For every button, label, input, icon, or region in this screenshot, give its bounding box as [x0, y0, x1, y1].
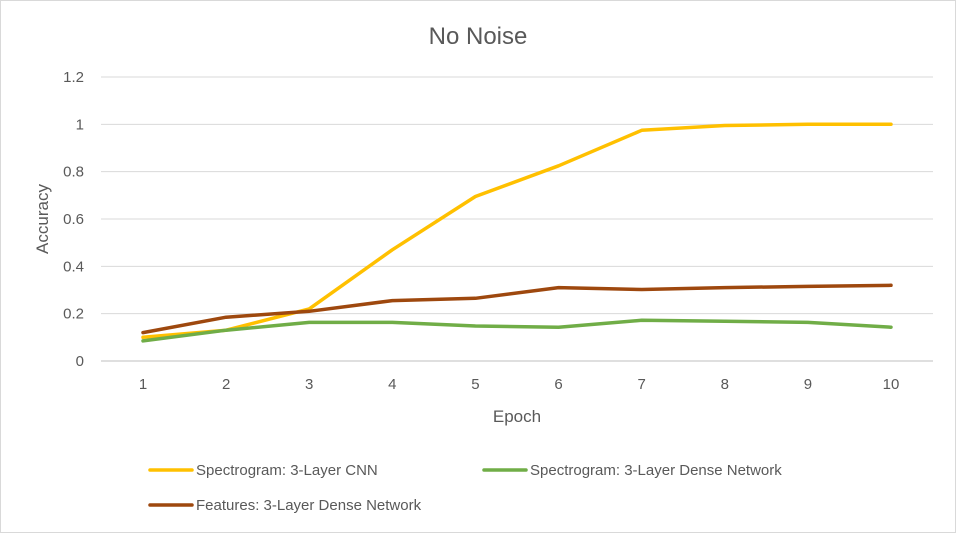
chart-title: No Noise — [429, 23, 528, 50]
y-axis: 0 0.2 0.4 0.6 0.8 1 1.2 — [63, 69, 84, 370]
x-tick-label: 5 — [471, 376, 479, 393]
y-tick-label: 0.8 — [63, 164, 84, 181]
x-axis-title: Epoch — [493, 407, 541, 426]
x-tick-label: 6 — [554, 376, 562, 393]
y-tick-label: 1 — [76, 116, 84, 133]
x-tick-label: 2 — [222, 376, 230, 393]
x-tick-label: 10 — [883, 376, 900, 393]
legend-item: Features: 3-Layer Dense Network — [148, 497, 422, 514]
y-tick-label: 0.2 — [63, 306, 84, 323]
legend-item: Spectrogram: 3-Layer Dense Network — [482, 462, 782, 479]
legend-label: Spectrogram: 3-Layer Dense Network — [530, 462, 782, 479]
legend-item: Spectrogram: 3-Layer CNN — [148, 462, 378, 479]
series-line-2 — [141, 318, 893, 343]
series-line-1 — [141, 122, 893, 340]
y-tick-label: 0.4 — [63, 258, 84, 275]
series-lines — [141, 122, 893, 343]
x-tick-label: 4 — [388, 376, 396, 393]
y-tick-label: 1.2 — [63, 69, 84, 86]
x-axis: 1 2 3 4 5 6 7 8 9 10 — [139, 376, 900, 393]
legend-label: Features: 3-Layer Dense Network — [196, 497, 422, 514]
x-tick-label: 7 — [637, 376, 645, 393]
x-tick-label: 1 — [139, 376, 147, 393]
series-line-3 — [141, 283, 893, 335]
legend-label: Spectrogram: 3-Layer CNN — [196, 462, 378, 479]
legend: Spectrogram: 3-Layer CNN Spectrogram: 3-L… — [148, 462, 782, 514]
x-tick-label: 8 — [721, 376, 729, 393]
x-tick-label: 9 — [804, 376, 812, 393]
y-tick-label: 0 — [76, 353, 84, 370]
y-tick-label: 0.6 — [63, 211, 84, 228]
y-axis-title: Accuracy — [33, 184, 52, 254]
x-tick-label: 3 — [305, 376, 313, 393]
